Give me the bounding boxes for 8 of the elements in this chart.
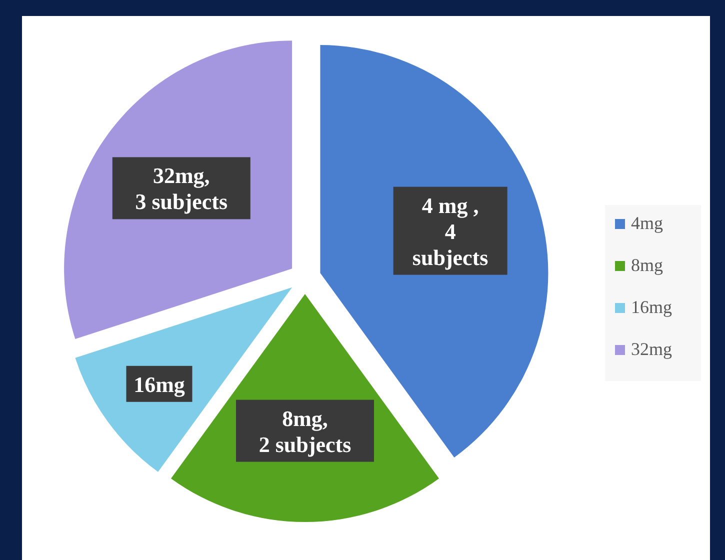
legend-label: 4mg [631, 213, 664, 233]
data-label: 8mg, 2 subjects [258, 406, 352, 457]
slice-label: 16mg [134, 372, 185, 397]
legend-label: 8mg [631, 255, 664, 275]
legend-label: 32mg [631, 339, 672, 359]
data-label: 4 mg , 4 subjects [412, 192, 489, 270]
legend-label: 16mg [631, 297, 672, 317]
data-label: 32mg, 3 subjects [135, 163, 228, 214]
